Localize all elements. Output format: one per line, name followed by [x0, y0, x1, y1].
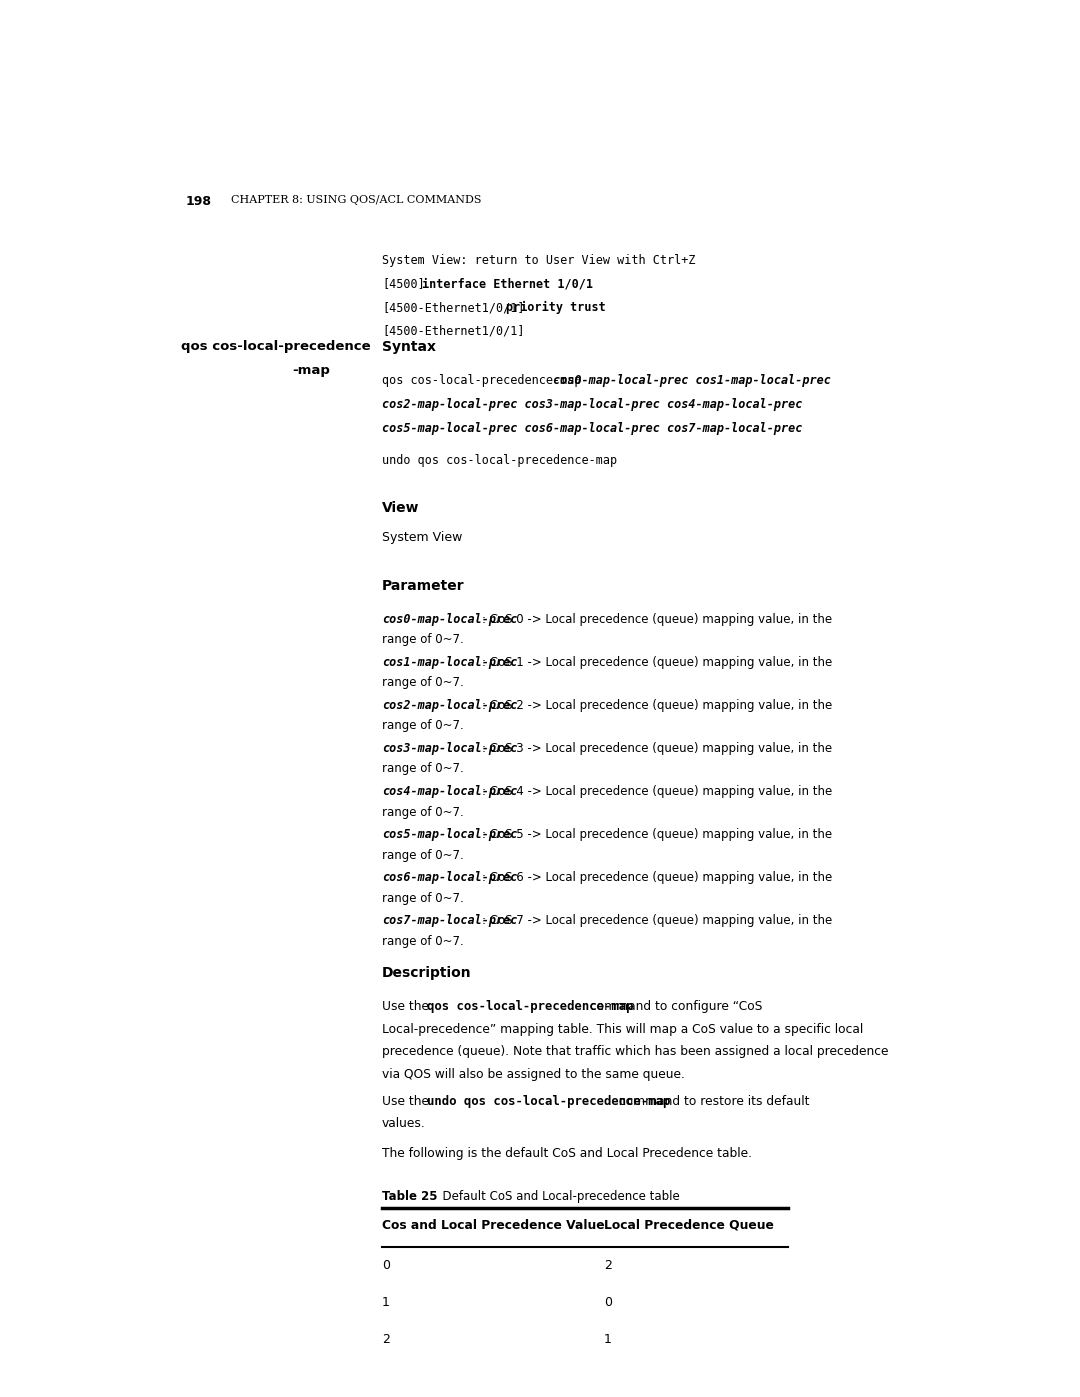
Text: cos3-map-local-prec: cos3-map-local-prec — [382, 742, 517, 754]
Text: Cos and Local Precedence Value: Cos and Local Precedence Value — [382, 1218, 605, 1232]
Text: cos5-map-local-prec cos6-map-local-prec cos7-map-local-prec: cos5-map-local-prec cos6-map-local-prec … — [382, 422, 802, 434]
Text: qos cos-local-precedence-map: qos cos-local-precedence-map — [427, 1000, 634, 1013]
Text: 198: 198 — [186, 194, 212, 208]
Text: range of 0~7.: range of 0~7. — [382, 633, 463, 647]
Text: cos7-map-local-prec: cos7-map-local-prec — [382, 914, 517, 928]
Text: 2: 2 — [382, 1333, 390, 1345]
Text: 1: 1 — [382, 1296, 390, 1309]
Text: range of 0~7.: range of 0~7. — [382, 935, 463, 947]
Text: via QOS will also be assigned to the same queue.: via QOS will also be assigned to the sam… — [382, 1067, 685, 1081]
Text: qos cos-local-precedence: qos cos-local-precedence — [181, 339, 370, 353]
Text: [4500]: [4500] — [382, 278, 424, 291]
Text: undo qos cos-local-precedence-map: undo qos cos-local-precedence-map — [382, 454, 617, 467]
Text: qos cos-local-precedence-map: qos cos-local-precedence-map — [382, 374, 589, 387]
Text: cos2-map-local-prec: cos2-map-local-prec — [382, 698, 517, 712]
Text: priority trust: priority trust — [505, 300, 606, 314]
Text: range of 0~7.: range of 0~7. — [382, 806, 463, 819]
Text: [4500-Ethernet1/0/1]: [4500-Ethernet1/0/1] — [382, 300, 525, 314]
Text: View: View — [382, 502, 419, 515]
Text: cos1-map-local-prec: cos1-map-local-prec — [382, 657, 517, 669]
Text: System View: return to User View with Ctrl+Z: System View: return to User View with Ct… — [382, 254, 696, 267]
Text: command to configure “CoS: command to configure “CoS — [586, 1000, 762, 1013]
Text: : CoS 7 -> Local precedence (queue) mapping value, in the: : CoS 7 -> Local precedence (queue) mapp… — [482, 914, 833, 928]
Text: : CoS 4 -> Local precedence (queue) mapping value, in the: : CoS 4 -> Local precedence (queue) mapp… — [482, 785, 833, 798]
Text: undo qos cos-local-precedence-map: undo qos cos-local-precedence-map — [427, 1095, 671, 1108]
Text: System View: System View — [382, 531, 462, 545]
Text: Use the: Use the — [382, 1095, 433, 1108]
Text: range of 0~7.: range of 0~7. — [382, 719, 463, 732]
Text: cos4-map-local-prec: cos4-map-local-prec — [382, 785, 517, 798]
Text: values.: values. — [382, 1118, 426, 1130]
Text: 0: 0 — [382, 1260, 390, 1273]
Text: Table 25: Table 25 — [382, 1190, 437, 1203]
Text: The following is the default CoS and Local Precedence table.: The following is the default CoS and Loc… — [382, 1147, 752, 1160]
Text: CHAPTER 8: USING QOS/ACL COMMANDS: CHAPTER 8: USING QOS/ACL COMMANDS — [231, 194, 482, 204]
Text: : CoS 5 -> Local precedence (queue) mapping value, in the: : CoS 5 -> Local precedence (queue) mapp… — [482, 828, 833, 841]
Text: Use the: Use the — [382, 1000, 433, 1013]
Text: range of 0~7.: range of 0~7. — [382, 848, 463, 862]
Text: [4500-Ethernet1/0/1]: [4500-Ethernet1/0/1] — [382, 324, 525, 338]
Text: Local-precedence” mapping table. This will map a CoS value to a specific local: Local-precedence” mapping table. This wi… — [382, 1023, 863, 1035]
Text: : CoS 0 -> Local precedence (queue) mapping value, in the: : CoS 0 -> Local precedence (queue) mapp… — [482, 613, 833, 626]
Text: range of 0~7.: range of 0~7. — [382, 891, 463, 905]
Text: : CoS 6 -> Local precedence (queue) mapping value, in the: : CoS 6 -> Local precedence (queue) mapp… — [482, 872, 833, 884]
Text: 2: 2 — [604, 1260, 611, 1273]
Text: cos5-map-local-prec: cos5-map-local-prec — [382, 828, 517, 841]
Text: 1: 1 — [604, 1333, 611, 1345]
Text: cos0-map-local-prec cos1-map-local-prec: cos0-map-local-prec cos1-map-local-prec — [553, 374, 831, 387]
Text: range of 0~7.: range of 0~7. — [382, 763, 463, 775]
Text: Default CoS and Local-precedence table: Default CoS and Local-precedence table — [435, 1190, 680, 1203]
Text: Description: Description — [382, 965, 472, 979]
Text: Syntax: Syntax — [382, 339, 436, 353]
Text: 0: 0 — [604, 1296, 611, 1309]
Text: precedence (queue). Note that traffic which has been assigned a local precedence: precedence (queue). Note that traffic wh… — [382, 1045, 889, 1059]
Text: : CoS 1 -> Local precedence (queue) mapping value, in the: : CoS 1 -> Local precedence (queue) mapp… — [482, 657, 833, 669]
Text: : CoS 3 -> Local precedence (queue) mapping value, in the: : CoS 3 -> Local precedence (queue) mapp… — [482, 742, 833, 754]
Text: : CoS 2 -> Local precedence (queue) mapping value, in the: : CoS 2 -> Local precedence (queue) mapp… — [482, 698, 833, 712]
Text: Parameter: Parameter — [382, 578, 464, 592]
Text: cos0-map-local-prec: cos0-map-local-prec — [382, 613, 517, 626]
Text: command to restore its default: command to restore its default — [615, 1095, 809, 1108]
Text: -map: -map — [293, 365, 330, 377]
Text: Local Precedence Queue: Local Precedence Queue — [604, 1218, 773, 1232]
Text: interface Ethernet 1/0/1: interface Ethernet 1/0/1 — [422, 278, 593, 291]
Text: cos2-map-local-prec cos3-map-local-prec cos4-map-local-prec: cos2-map-local-prec cos3-map-local-prec … — [382, 398, 802, 411]
Text: range of 0~7.: range of 0~7. — [382, 676, 463, 690]
Text: cos6-map-local-prec: cos6-map-local-prec — [382, 872, 517, 884]
